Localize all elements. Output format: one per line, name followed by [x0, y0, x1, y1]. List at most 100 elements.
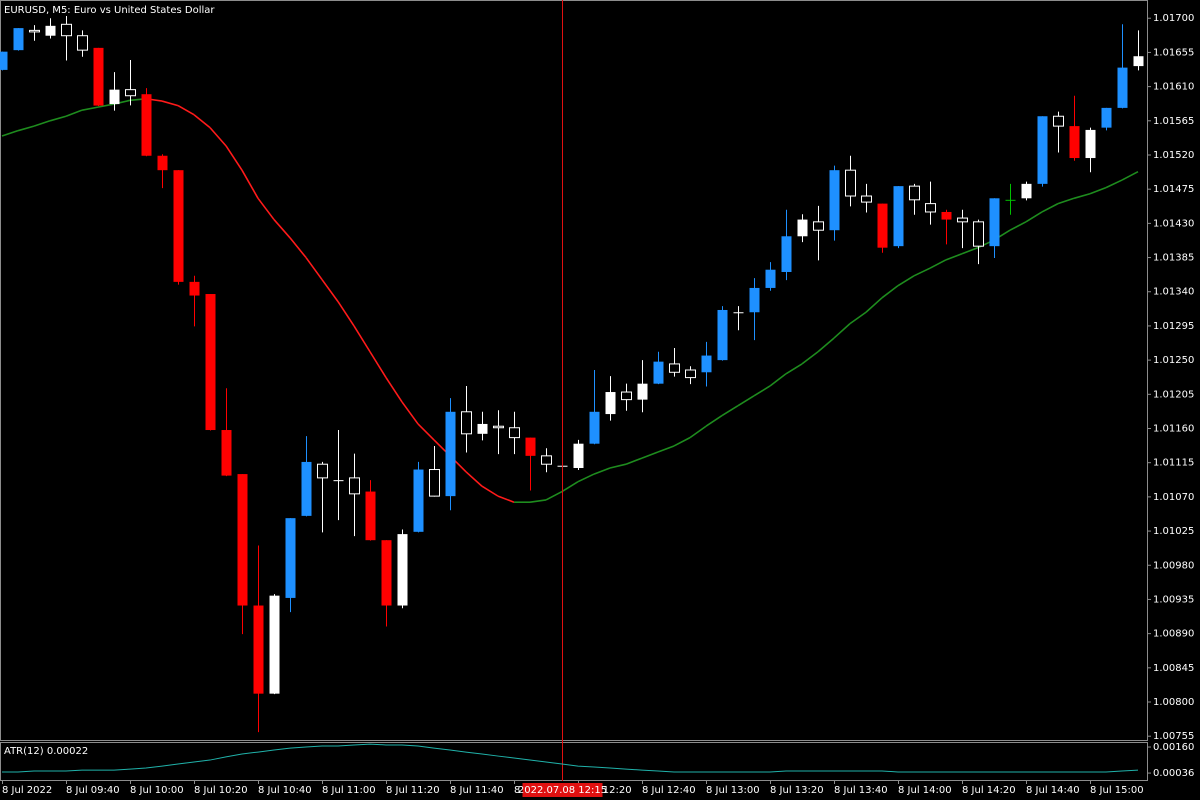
y-tick-label: 1.01070 — [1153, 492, 1194, 503]
candle-body — [973, 221, 984, 247]
x-tick-label: 8 Jul 13:00 — [706, 785, 760, 796]
moving-average-segment — [897, 275, 915, 287]
moving-average-segment — [737, 395, 755, 407]
moving-average-segment — [177, 104, 195, 116]
candle-body — [253, 605, 264, 694]
candle-body — [989, 198, 1000, 247]
moving-average-segment — [401, 401, 419, 425]
moving-average-segment — [33, 120, 51, 127]
x-tick-label: 8 Jul 09:40 — [66, 785, 120, 796]
moving-average-segment — [673, 436, 691, 447]
x-tick-label: 8 Jul 2022 — [2, 785, 52, 796]
moving-average-segment — [753, 385, 771, 397]
candle-body — [29, 29, 40, 33]
moving-average-segment — [561, 481, 579, 493]
x-tick-label: 8 Jul 10:00 — [130, 785, 184, 796]
y-tick-label: 1.00980 — [1153, 560, 1194, 571]
candle-body — [733, 312, 744, 314]
chart-title: EURUSD, M5: Euro vs United States Dollar — [4, 5, 215, 16]
candle-body — [829, 170, 840, 231]
moving-average-segment — [305, 257, 323, 281]
candle-body — [365, 491, 376, 541]
moving-average-segment — [193, 114, 211, 129]
moving-average-segment — [257, 197, 275, 221]
candle-body — [397, 534, 408, 606]
moving-average-segment — [1025, 211, 1043, 223]
candle-body — [93, 47, 104, 106]
moving-average-segment — [81, 106, 99, 111]
moving-average-segment — [225, 145, 243, 171]
moving-average-segment — [97, 103, 115, 108]
moving-average-segment — [417, 423, 435, 441]
y-tick-label: 1.00890 — [1153, 629, 1194, 640]
moving-average-segment — [961, 246, 979, 255]
candle-body — [685, 369, 696, 379]
candle-body — [301, 461, 312, 516]
atr-panel-frame — [0, 742, 1148, 781]
candle-body — [189, 281, 200, 296]
y-tick-label: 1.01565 — [1153, 116, 1194, 127]
moving-average-segment — [833, 323, 851, 339]
candle-body — [717, 309, 728, 361]
candle-body — [125, 89, 136, 97]
moving-average-segment — [497, 495, 515, 503]
moving-average-segment — [1105, 179, 1123, 189]
x-tick-label: 8 Jul 13:40 — [834, 785, 888, 796]
x-tick-label: 8 Jul 13:20 — [770, 785, 824, 796]
candle-body — [797, 219, 808, 237]
moving-average-segment — [465, 471, 483, 487]
candle-body — [541, 455, 552, 465]
candle-body — [749, 287, 760, 313]
y-tick-label: 1.01205 — [1153, 389, 1194, 400]
moving-average-segment — [945, 253, 963, 261]
x-tick-label: 8 Jul 15:00 — [1090, 785, 1144, 796]
x-tick-label: 8 Jul 10:20 — [194, 785, 248, 796]
candle-body — [669, 363, 680, 373]
candle-body — [0, 51, 8, 70]
moving-average-segment — [289, 237, 307, 259]
candle-body — [925, 203, 936, 213]
y-tick-label: 1.01160 — [1153, 424, 1194, 435]
candle-body — [621, 391, 632, 401]
y-tick-label: 1.01340 — [1153, 287, 1194, 298]
y-tick-label: 1.01700 — [1153, 13, 1194, 24]
candle-body — [477, 423, 488, 434]
moving-average-segment — [209, 127, 227, 147]
moving-average-segment — [1073, 192, 1091, 200]
crosshair-label-box — [522, 783, 603, 797]
moving-average-segment — [721, 405, 739, 417]
y-tick-label: 0.00160 — [1153, 742, 1194, 753]
x-tick-label: 8 Jul 10:40 — [258, 785, 312, 796]
moving-average-segment — [529, 499, 547, 503]
y-tick-label: 1.00845 — [1153, 663, 1194, 674]
y-tick-label: 1.01475 — [1153, 184, 1194, 195]
moving-average-segment — [337, 301, 355, 327]
moving-average-segment — [609, 463, 627, 469]
candle-body — [845, 169, 856, 197]
y-tick-label: 1.00755 — [1153, 731, 1194, 742]
moving-average-segment — [241, 169, 259, 199]
crosshair-tag: 2022.07.08 12:15 — [518, 783, 607, 797]
candle-body — [909, 185, 920, 201]
moving-average-segment — [1057, 197, 1075, 205]
candle-body — [941, 211, 952, 220]
candle-body — [237, 474, 248, 606]
candle-body — [605, 392, 616, 415]
moving-average-segment — [17, 125, 35, 132]
candle-body — [381, 540, 392, 606]
candle-body — [333, 480, 344, 482]
candle-body — [413, 469, 424, 532]
candle-body — [637, 383, 648, 400]
y-tick-label: 1.01430 — [1153, 218, 1194, 229]
candle-body — [285, 518, 296, 598]
atr-title: ATR(12) 0.00022 — [4, 746, 88, 757]
candle-body — [1053, 115, 1064, 127]
moving-average-segment — [577, 473, 595, 483]
candle-body — [653, 361, 664, 384]
candle-body — [1037, 116, 1048, 184]
candle-body — [781, 236, 792, 272]
moving-average-segment — [865, 297, 883, 313]
moving-average-segment — [545, 490, 563, 501]
x-tick-label: 8 Jul 12:20 — [578, 785, 632, 796]
y-tick-label: 1.01250 — [1153, 355, 1194, 366]
